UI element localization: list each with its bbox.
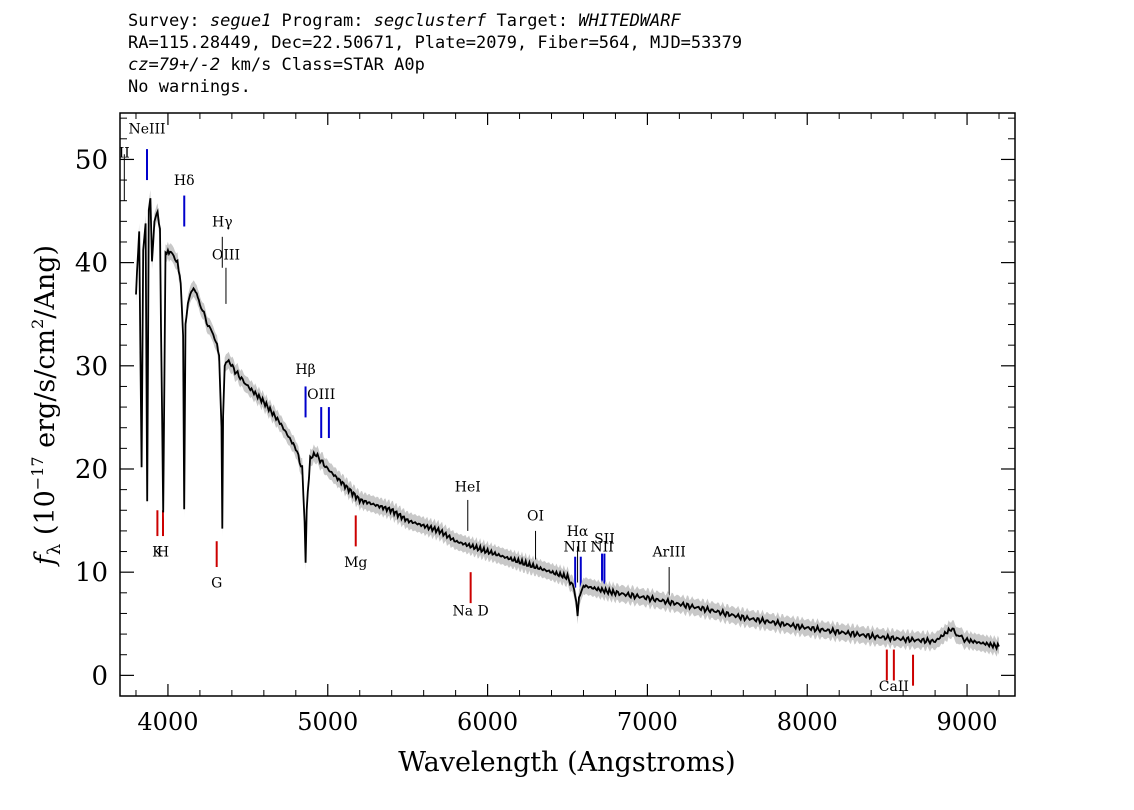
y-label-end: /Ang)	[30, 245, 61, 319]
annotation-label: NII	[564, 540, 587, 556]
header-line-survey: Survey: segue1 Program: segclusterf Targ…	[128, 10, 742, 32]
annotation-label: Hγ	[212, 215, 233, 231]
annotation-label: Mg	[344, 555, 367, 571]
annotation-label: Hβ	[295, 362, 315, 378]
y-label-scale: (10	[30, 490, 61, 543]
cz-value: cz=79+/-2	[128, 55, 221, 75]
survey-label: Survey:	[128, 11, 210, 31]
y-tick-label: 50	[75, 145, 108, 175]
y-label-exponent-2: 2	[28, 319, 47, 329]
plot-frame	[119, 112, 1016, 697]
target-label: Target:	[486, 11, 579, 31]
header-line-redshift: cz=79+/-2 km/s Class=STAR A0p	[128, 54, 742, 76]
program-label: Program:	[271, 11, 374, 31]
annotation-label: OI	[527, 509, 544, 525]
spectrum-line	[135, 198, 1000, 652]
annotation-label: Hα	[567, 524, 589, 540]
annotation-label: OIII	[307, 387, 335, 403]
annotation-label: NeIII	[128, 122, 165, 138]
annotation-label: SII	[594, 531, 615, 547]
x-tick-label: 6000	[457, 708, 518, 736]
annotation-label: Hδ	[174, 173, 195, 189]
y-tick-label: 30	[75, 352, 108, 382]
x-tick-label: 5000	[297, 708, 358, 736]
annotation-label: HeI	[455, 480, 481, 496]
annotation-label: Na D	[453, 604, 489, 620]
annotation-label: ArIII	[651, 545, 685, 561]
program-value: segclusterf	[373, 11, 487, 31]
spectrum-series	[135, 189, 1000, 657]
annotation-label: NII	[590, 540, 613, 556]
y-tick-label: 40	[75, 249, 108, 279]
annotation-label: OIII	[212, 248, 240, 264]
annotation-label: II	[119, 145, 130, 161]
y-tick-label: 0	[91, 661, 108, 691]
x-tick-label: 8000	[777, 708, 838, 736]
x-tick-label: 9000	[937, 708, 998, 736]
annotation-label: CaII	[879, 679, 909, 695]
y-label-exponent: −17	[28, 456, 47, 490]
annotation-label: G	[211, 576, 222, 592]
line-annotations: NeIIIIIHδHγOIIIHβOIIIHeIOINIIHαNIISIIArI…	[119, 122, 915, 695]
header-line-warnings: No warnings.	[128, 77, 251, 97]
class-text: km/s Class=STAR A0p	[220, 55, 425, 75]
x-axis-label: Wavelength (Angstroms)	[398, 747, 735, 778]
y-axis-label: fλ (10−17 erg/s/cm2/Ang)	[28, 245, 65, 567]
y-label-unit: erg/s/cm	[30, 329, 61, 457]
y-tick-label: 10	[75, 558, 108, 588]
header-line-coordinates: RA=115.28449, Dec=22.50671, Plate=2079, …	[128, 33, 743, 53]
annotation-label: K	[152, 545, 163, 561]
y-axis-ticks: 0 10 20 30 40 50	[75, 117, 1015, 691]
target-value: WHITEDWARF	[578, 11, 681, 31]
y-tick-label: 20	[75, 455, 108, 485]
x-axis-ticks: 4000 5000 6000 7000 8000 9000	[135, 113, 1000, 736]
y-label-symbol: f	[30, 551, 61, 567]
survey-value: segue1	[209, 11, 272, 31]
annotation-label: H	[157, 545, 169, 561]
spectrum-error-band	[136, 189, 999, 657]
spectrum-header: Survey: segue1 Program: segclusterf Targ…	[128, 10, 742, 98]
x-tick-label: 4000	[137, 708, 198, 736]
y-label-subscript: λ	[44, 544, 65, 555]
x-tick-label: 7000	[617, 708, 678, 736]
